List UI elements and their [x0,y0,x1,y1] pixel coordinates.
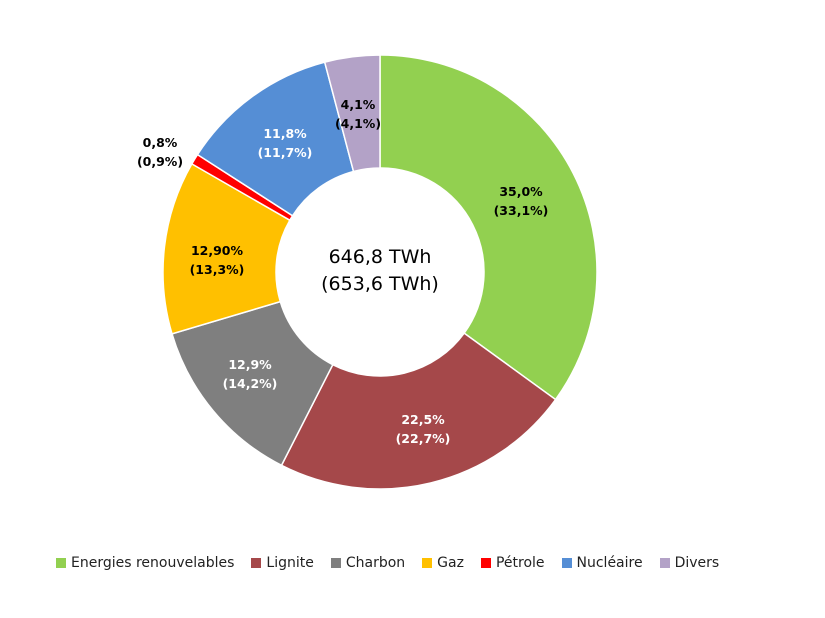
data-label-previous-divers: (4,1%) [335,116,381,131]
data-label-previous-nucleaire: (11,7%) [258,145,313,160]
slice-gaz [162,162,291,335]
legend-swatch [56,558,66,568]
data-label-divers: 4,1% [341,97,376,112]
data-label-nucleaire: 11,8% [263,126,307,141]
legend-label: Energies renouvelables [71,555,235,571]
chart-legend: Energies renouvelables Lignite Charbon G… [56,555,736,571]
data-label-previous-energies-renouvelables: (33,1%) [494,203,549,218]
slice-labels: 35,0% (33,1%) 22,5% (22,7%) 12,9% (14,2%) 12,9… [137,97,548,446]
legend-item-divers: Divers [659,555,720,571]
slice-energies-renouvelables [379,54,598,401]
legend-label: Nucléaire [576,555,643,571]
legend-item-nucleaire: Nucléaire [561,555,643,571]
legend-swatch [251,558,262,568]
legend-label: Charbon [345,555,406,571]
legend-item-lignite: Lignite [251,555,314,571]
legend-item-charbon: Charbon [330,555,406,571]
slice-charbon [171,300,334,467]
center-total-current: 646,8 TWh [329,246,432,268]
legend-swatch [561,558,572,568]
slice-divers [323,54,381,173]
data-label-previous-gaz: (13,3%) [190,262,245,277]
data-label-previous-petrole: (0,9%) [137,154,183,169]
legend-label: Pétrole [495,555,545,571]
legend-label: Divers [674,555,720,571]
legend-item-petrole: Pétrole [480,555,545,571]
legend-item-gaz: Gaz [422,555,464,571]
data-label-charbon: 12,9% [228,357,272,372]
center-total-previous: (653,6 TWh) [321,273,439,295]
donut-slices [162,54,598,490]
legend-label: Lignite [266,555,314,571]
legend-swatch [422,558,433,568]
data-label-gaz: 12,90% [191,243,244,258]
data-label-lignite: 22,5% [401,412,445,427]
data-label-previous-charbon: (14,2%) [223,376,278,391]
legend-swatch [659,558,670,568]
data-label-petrole: 0,8% [143,135,178,150]
legend-swatch [330,558,341,568]
legend-label: Gaz [437,555,464,571]
legend-swatch [480,558,491,568]
data-label-previous-lignite: (22,7%) [396,431,451,446]
slice-lignite [280,332,557,490]
data-label-energies-renouvelables: 35,0% [499,184,543,199]
legend-item-energies-renouvelables: Energies renouvelables [56,555,234,571]
